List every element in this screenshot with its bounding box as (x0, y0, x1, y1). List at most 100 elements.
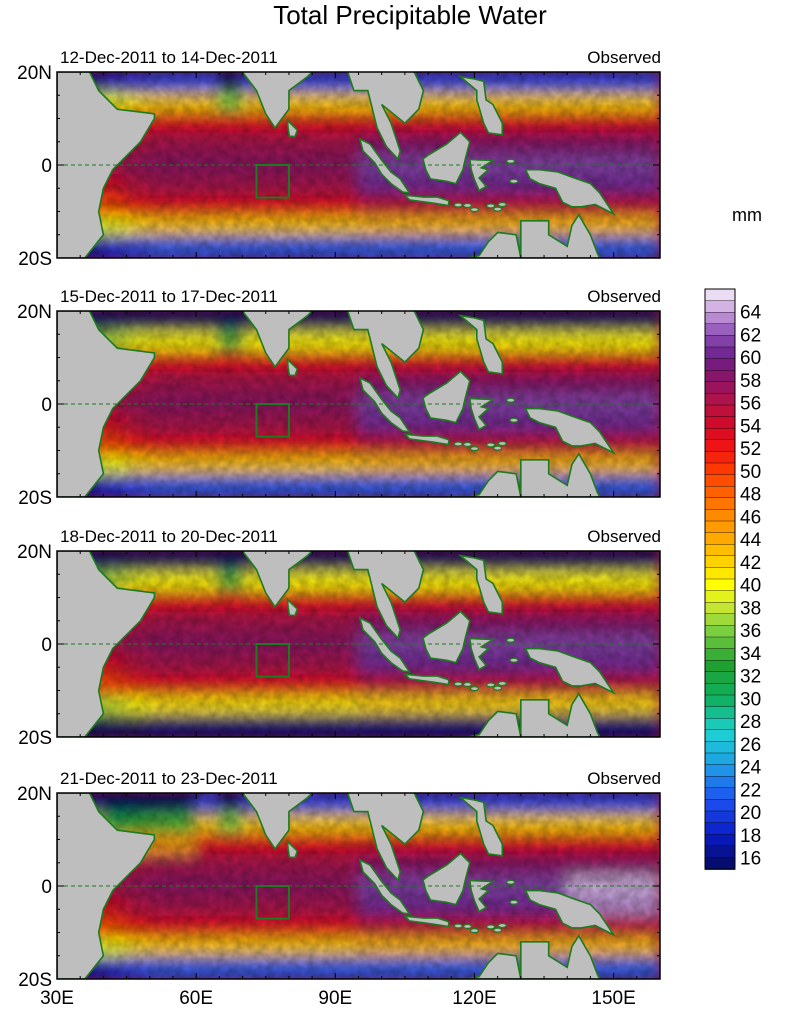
land-mass (241, 72, 314, 130)
island (493, 206, 503, 212)
y-tick-label: 20N (17, 542, 52, 563)
island (469, 207, 480, 213)
island (486, 924, 496, 930)
colorbar-label: 58 (740, 371, 761, 392)
island (509, 417, 519, 423)
map-area (57, 793, 660, 979)
colorbar-frame (704, 288, 736, 870)
island (506, 158, 516, 164)
land-mass (358, 137, 412, 194)
colorbar-swatch (704, 799, 736, 812)
y-tick-label: 0 (41, 395, 52, 416)
island (497, 440, 507, 447)
land-mass (358, 376, 412, 433)
region-box (255, 885, 290, 920)
colorbar-label: 54 (740, 416, 762, 437)
colorbar-swatch (704, 555, 736, 569)
land-mass (286, 839, 299, 859)
land-mass (524, 407, 616, 455)
map-panel: 20N 0 20S 15-Dec-2011 to 17-Dec-2011 Observe… (17, 287, 661, 509)
land-mass (241, 311, 314, 369)
colorbar-swatch (704, 393, 736, 406)
land-mass (445, 710, 522, 737)
y-tick-label: 20N (17, 63, 52, 84)
colorbar-label: 20 (740, 803, 761, 824)
colorbar-label: 44 (740, 530, 762, 551)
island (453, 923, 463, 929)
island (509, 657, 519, 663)
land-mass (402, 194, 450, 207)
island (509, 178, 519, 184)
panel-period: 21-Dec-2011 to 23-Dec-2011 (60, 769, 278, 788)
x-axis: 30E 60E 90E 120E 150E (40, 988, 636, 1009)
colorbar-swatch (704, 520, 736, 534)
island (486, 203, 496, 209)
x-tick-label: 150E (591, 988, 635, 1009)
colorbar-swatch (704, 451, 736, 464)
island (469, 928, 480, 934)
colorbar-swatch (704, 300, 736, 314)
colorbar-swatch (704, 486, 736, 499)
island (453, 441, 463, 447)
region-box (255, 403, 290, 438)
land-mass (445, 952, 522, 979)
map-area (57, 311, 660, 497)
colorbar-swatch (704, 439, 736, 453)
colorbar-label: 40 (740, 576, 761, 597)
land-mass (457, 796, 504, 857)
colorbar: 6462605856545250484644424038363432302826… (704, 288, 762, 870)
land-mass (468, 158, 496, 192)
colorbar-label: 52 (740, 439, 761, 460)
y-tick-label: 20S (18, 249, 52, 270)
map-area (57, 551, 660, 737)
land-mass (402, 673, 450, 686)
colorbar-swatch (704, 335, 736, 348)
island (462, 441, 473, 448)
colorbar-swatch (704, 834, 736, 847)
colorbar-units: mm (732, 205, 762, 225)
land-mass (468, 637, 496, 671)
colorbar-label: 32 (740, 667, 761, 688)
colorbar-swatch (704, 613, 736, 627)
colorbar-swatch (704, 544, 736, 557)
colorbar-label: 48 (740, 485, 761, 506)
island (506, 879, 516, 885)
colorbar-label: 64 (740, 303, 762, 324)
land-mass (346, 72, 425, 161)
region-box (255, 643, 290, 678)
colorbar-swatch (704, 358, 736, 372)
land-mass (457, 314, 504, 375)
panel-period: 15-Dec-2011 to 17-Dec-2011 (60, 287, 278, 306)
x-tick-label: 30E (40, 988, 74, 1009)
island (453, 681, 463, 687)
island (509, 899, 519, 905)
colorbar-swatch (704, 474, 736, 488)
colorbar-label: 42 (740, 553, 761, 574)
land-mass (286, 357, 299, 377)
land-mass (358, 858, 412, 915)
land-mass (286, 118, 299, 138)
chart-title: Total Precipitable Water (273, 0, 547, 30)
y-tick-label: 0 (41, 156, 52, 177)
island (462, 923, 473, 930)
island (497, 922, 507, 929)
land-mass (457, 554, 504, 615)
land-mass (57, 551, 156, 737)
colorbar-swatch (704, 567, 736, 580)
colorbar-swatch (704, 346, 736, 360)
island (493, 927, 503, 933)
colorbar-label: 38 (740, 598, 761, 619)
colorbar-label: 34 (740, 644, 762, 665)
colorbar-label: 18 (740, 826, 761, 847)
colorbar-swatch (704, 602, 736, 615)
colorbar-swatch (704, 636, 736, 650)
island (506, 397, 516, 403)
land-mass (468, 397, 496, 431)
region-box (255, 164, 290, 199)
colorbar-swatch (704, 497, 736, 511)
colorbar-swatch (704, 660, 736, 673)
colorbar-swatch (704, 810, 736, 824)
y-tick-label: 0 (41, 635, 52, 656)
map-panel: 20N 0 20S 18-Dec-2011 to 20-Dec-2011 Observe… (17, 527, 661, 749)
